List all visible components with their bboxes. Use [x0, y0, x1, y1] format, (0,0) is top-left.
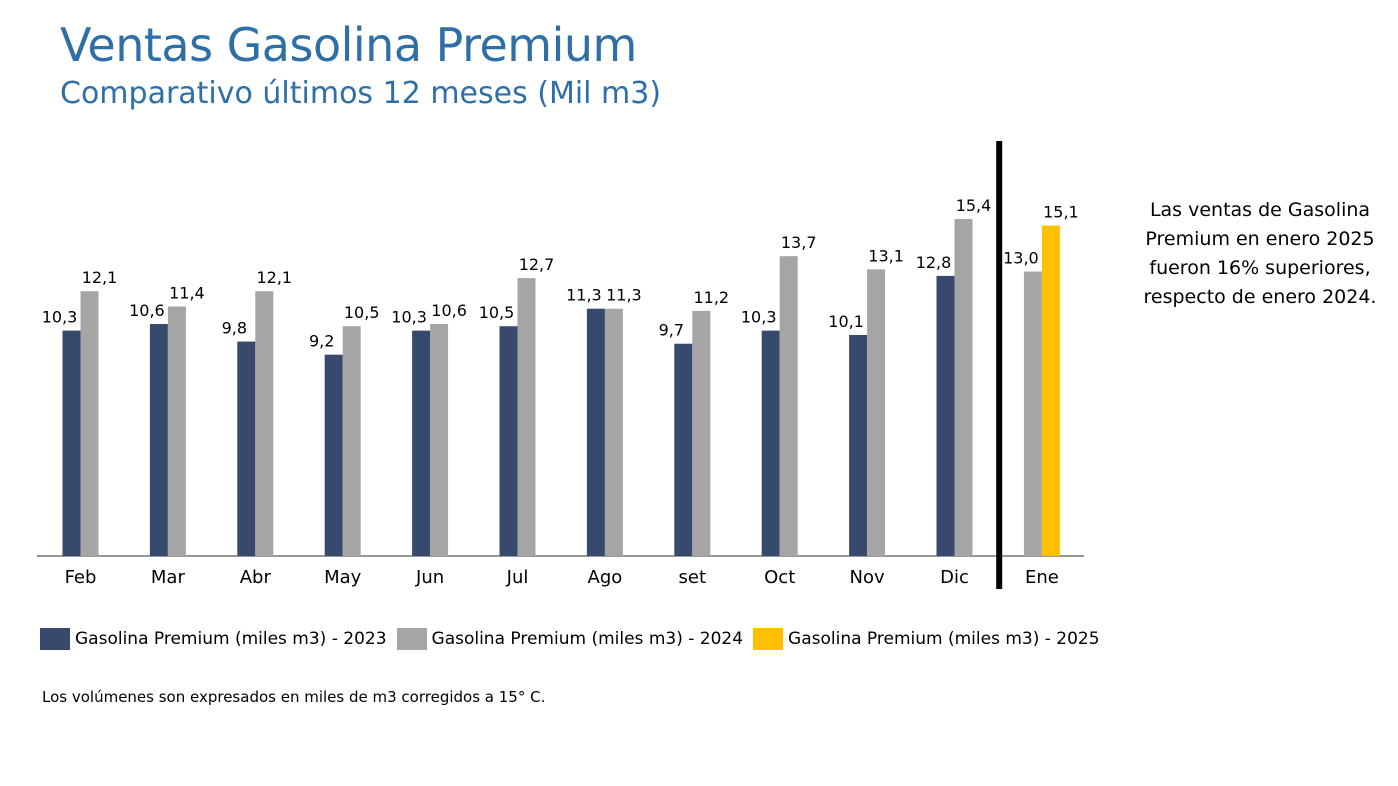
bar-nov-s1 — [867, 269, 886, 556]
x-tick-label-jul: Jul — [506, 567, 529, 588]
data-label-feb-s1: 12,1 — [82, 268, 118, 287]
data-label-set-s1: 11,2 — [693, 288, 729, 307]
data-label-may-s0: 9,2 — [309, 332, 334, 351]
legend-label-2024: Gasolina Premium (miles m3) - 2024 — [431, 629, 744, 649]
x-tick-label-ene: Ene — [1025, 567, 1059, 588]
bar-mar-s0 — [149, 324, 168, 556]
bar-ago-s0 — [586, 308, 605, 556]
x-tick-label-feb: Feb — [65, 567, 97, 588]
data-label-mar-s1: 11,4 — [169, 284, 205, 303]
bar-set-s0 — [674, 343, 693, 556]
x-tick-label-abr: Abr — [240, 567, 272, 588]
legend-swatch-2025 — [753, 628, 784, 650]
legend-label-2023: Gasolina Premium (miles m3) - 2023 — [75, 629, 387, 649]
bar-jun-s0 — [412, 330, 431, 556]
legend-item-2025: Gasolina Premium (miles m3) - 2025 — [753, 628, 1100, 650]
x-tick-label-set: set — [679, 567, 707, 588]
bar-may-s0 — [324, 354, 343, 556]
data-label-ago-s1: 11,3 — [606, 286, 642, 305]
bar-jul-s0 — [499, 326, 518, 556]
bar-abr-s0 — [237, 341, 256, 556]
x-tick-label-jun: Jun — [415, 567, 444, 588]
bar-jun-s1 — [430, 324, 449, 556]
x-tick-label-oct: Oct — [764, 567, 795, 588]
bar-ene-s2 — [1041, 225, 1060, 556]
bar-ene-s1 — [1023, 271, 1042, 556]
footnote: Los volúmenes son expresados en miles de… — [42, 688, 546, 706]
data-label-oct-s1: 13,7 — [781, 233, 817, 252]
legend-swatch-2023 — [40, 628, 70, 650]
data-label-jun-s1: 10,6 — [431, 301, 467, 320]
legend-item-2024: Gasolina Premium (miles m3) - 2024 — [396, 628, 744, 650]
chart-subtitle: Comparativo últimos 12 meses (Mil m3) — [60, 76, 662, 111]
data-label-ene-s2: 15,1 — [1043, 203, 1079, 222]
data-label-dic-s0: 12,8 — [916, 253, 952, 272]
x-tick-label-mar: Mar — [151, 567, 186, 588]
bar-jul-s1 — [517, 278, 536, 556]
data-label-feb-s0: 10,3 — [42, 308, 78, 327]
data-label-oct-s0: 10,3 — [741, 308, 777, 327]
bar-set-s1 — [692, 310, 711, 556]
data-label-jun-s0: 10,3 — [391, 308, 427, 327]
data-label-nov-s1: 13,1 — [868, 246, 904, 265]
data-label-set-s0: 9,7 — [659, 321, 684, 340]
data-label-may-s1: 10,5 — [344, 303, 380, 322]
x-tick-label-nov: Nov — [850, 567, 885, 588]
bar-feb-s0 — [62, 330, 81, 556]
bar-oct-s1 — [779, 256, 798, 556]
bar-mar-s1 — [167, 306, 186, 556]
period-divider — [996, 141, 1003, 589]
legend-label-2025: Gasolina Premium (miles m3) - 2025 — [788, 629, 1100, 649]
annotation-note: Las ventas de Gasolina Premium en enero … — [1143, 199, 1377, 308]
bar-oct-s0 — [761, 330, 780, 556]
bar-abr-s1 — [255, 291, 274, 556]
data-label-ene-s1: 13,0 — [1003, 249, 1039, 268]
data-label-nov-s0: 10,1 — [828, 312, 864, 331]
data-label-ago-s0: 11,3 — [566, 286, 602, 305]
legend-item-2023: Gasolina Premium (miles m3) - 2023 — [40, 628, 387, 650]
chart-title: Ventas Gasolina Premium — [60, 18, 637, 72]
data-label-abr-s0: 9,8 — [222, 319, 247, 338]
x-tick-label-dic: Dic — [940, 567, 969, 588]
legend-swatch-2024 — [396, 628, 427, 650]
bar-dic-s1 — [954, 219, 973, 556]
x-tick-label-ago: Ago — [588, 567, 623, 588]
bar-ago-s1 — [604, 308, 623, 556]
bar-nov-s0 — [849, 334, 868, 556]
data-label-dic-s1: 15,4 — [956, 196, 992, 215]
data-label-jul-s0: 10,5 — [479, 303, 515, 322]
chart-legend: Gasolina Premium (miles m3) - 2023 Gasol… — [40, 628, 1110, 650]
data-label-jul-s1: 12,7 — [519, 255, 555, 274]
bar-dic-s0 — [936, 275, 955, 556]
bar-may-s1 — [342, 326, 361, 556]
data-label-abr-s1: 12,1 — [256, 268, 292, 287]
bar-feb-s1 — [80, 291, 99, 556]
x-tick-label-may: May — [324, 567, 362, 588]
data-label-mar-s0: 10,6 — [129, 301, 165, 320]
